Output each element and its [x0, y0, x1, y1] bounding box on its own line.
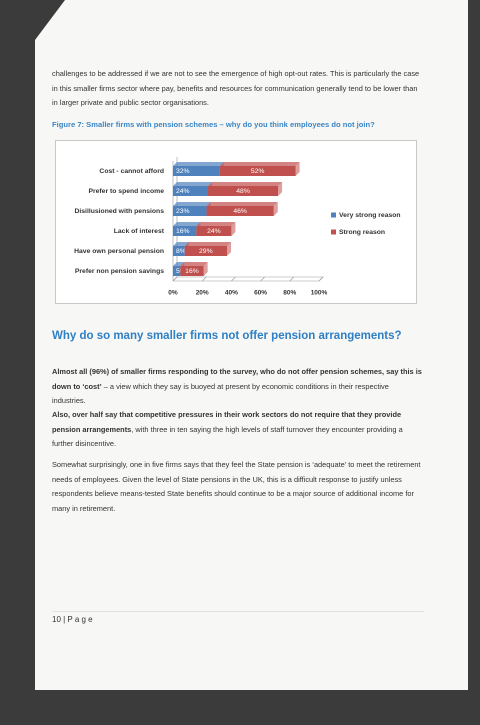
x-tick-label: 20% [196, 290, 209, 297]
text: – a view which they say is buoyed at pre… [52, 381, 389, 406]
legend-label: Strong reason [339, 229, 385, 236]
footer: 10 | P a g e [52, 615, 93, 624]
value-label: 52% [251, 168, 265, 175]
bar [206, 206, 274, 216]
bold-text: Almost all (96%) of smaller firms respon… [52, 367, 422, 391]
chart: 0% 20% 40% 60% 80% 100% Cost - cannot afford 32… [74, 157, 401, 297]
value-label: 16% [176, 228, 190, 235]
bar-side [231, 222, 236, 236]
x-tick-label: 80% [283, 290, 296, 297]
x-tick-label: 40% [225, 290, 238, 297]
bar-side [295, 162, 300, 176]
value-label: 23% [176, 208, 190, 215]
value-label: 29% [199, 248, 213, 255]
bar [173, 186, 209, 196]
tick-mark [289, 276, 295, 282]
legend-label: Very strong reason [339, 212, 401, 219]
chart-box: 0% 20% 40% 60% 80% 100% Cost - cannot afford 32… [55, 140, 417, 304]
bar-top [173, 162, 224, 166]
bar [173, 266, 181, 276]
value-label: 46% [233, 208, 247, 215]
value-label: 24% [176, 188, 190, 195]
tick-mark [231, 276, 236, 282]
value-label: 32% [176, 168, 190, 175]
category-label: Prefer non pension savings [75, 268, 164, 275]
bar-top [206, 202, 278, 206]
tick-mark [318, 276, 324, 282]
bar [196, 226, 232, 236]
tick-mark [260, 276, 265, 282]
text: , with three in ten saying the high leve… [52, 424, 403, 449]
value-label: 8% [176, 248, 186, 255]
paragraph: Also, over half say that competitive pre… [52, 408, 424, 452]
bar-side [273, 202, 278, 216]
bar-top [208, 182, 283, 186]
value-label: 48% [236, 188, 250, 195]
paragraph: Somewhat surprisingly, one in five firms… [52, 458, 424, 516]
bar-side [227, 242, 232, 256]
paragraph: Almost all (96%) of smaller firms respon… [52, 365, 424, 409]
bar [173, 206, 207, 216]
bar [184, 246, 228, 256]
bar [173, 166, 220, 176]
bar-top [180, 262, 208, 266]
category-label: Have own personal pension [74, 248, 164, 255]
top-paragraph: challenges to be addressed if we are not… [52, 69, 420, 108]
category-label: Cost - cannot afford [99, 168, 164, 175]
x-tick-label: 100% [311, 290, 328, 297]
bar [180, 266, 204, 276]
bar-top [173, 202, 211, 206]
footer-rule [52, 611, 424, 612]
bar-top [173, 222, 201, 226]
bar-side [203, 262, 208, 276]
bar-top [173, 242, 189, 246]
category-label: Disillusioned with pensions [74, 208, 164, 215]
value-label: 24% [207, 228, 221, 235]
bar-top [173, 262, 185, 266]
category-label: Prefer to spend income [88, 188, 164, 195]
bar-top [196, 222, 236, 226]
bar-top [219, 162, 300, 166]
tick-mark [201, 276, 207, 282]
bar [208, 186, 279, 196]
heading: Why do so many smaller firms not offer p… [52, 330, 402, 342]
bar [173, 226, 197, 236]
text: Somewhat surprisingly, one in five firms… [52, 460, 421, 513]
bar [173, 246, 185, 256]
tick-mark [172, 276, 178, 282]
bold-text: Also, over half say that competitive pre… [52, 410, 402, 434]
bar [219, 166, 296, 176]
category-label: Lack of interest [114, 228, 165, 235]
bar-top [173, 182, 213, 186]
x-tick-label: 0% [168, 290, 178, 297]
paper [35, 0, 468, 690]
legend-swatch [331, 229, 336, 235]
floor [173, 276, 324, 282]
bar-side [278, 182, 283, 196]
value-label: 16% [185, 268, 199, 275]
figure-caption: Figure 7: Smaller firms with pension sch… [52, 120, 375, 129]
x-tick-label: 60% [254, 290, 267, 297]
bar-top [184, 242, 232, 246]
legend-swatch [331, 212, 336, 218]
